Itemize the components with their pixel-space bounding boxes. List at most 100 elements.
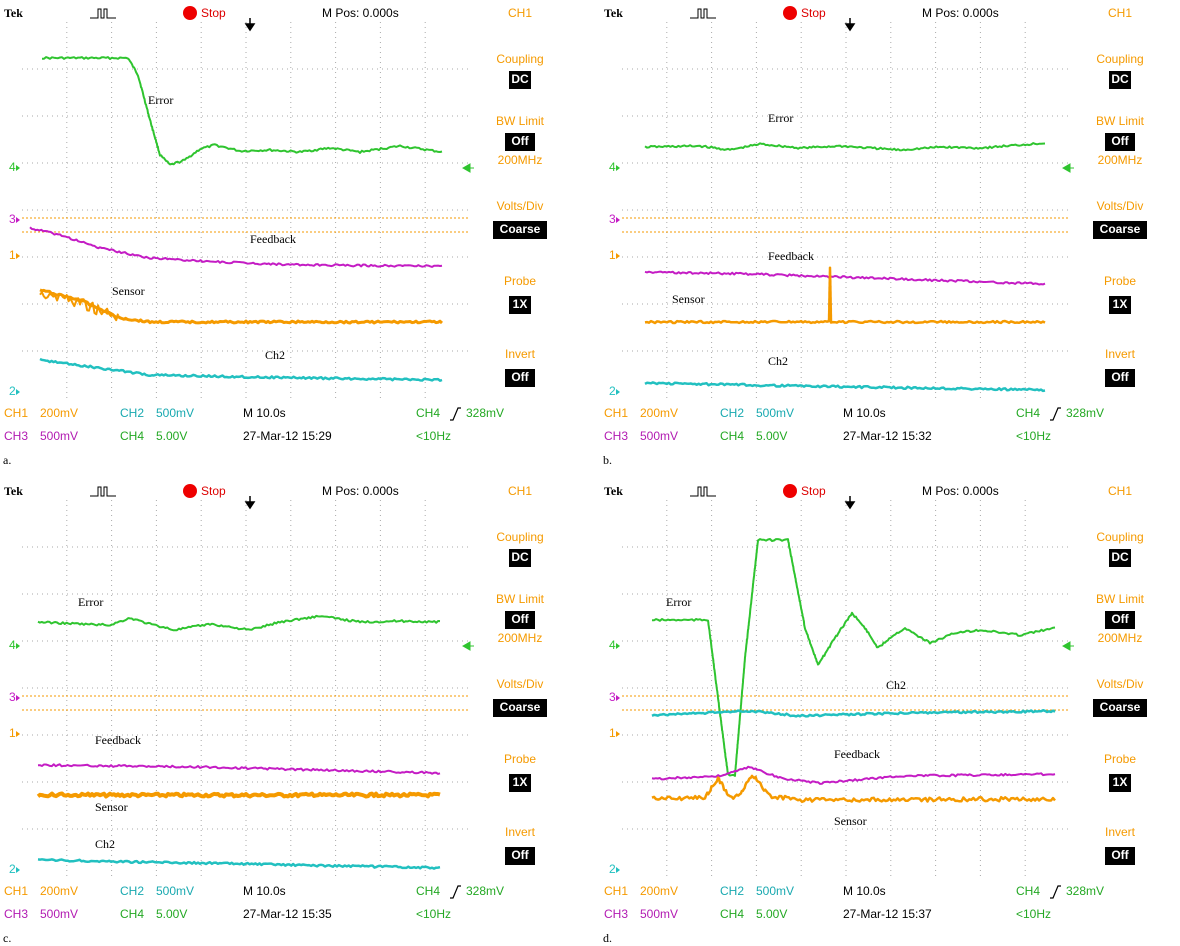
position: M Pos: 0.000s [322,6,399,20]
menu-label: Invert [1105,825,1136,839]
channel-marker: 4 [9,638,16,652]
menu-title: CH1 [1108,6,1132,20]
marker-arrow [16,389,20,395]
menu-value: 1X [513,775,528,789]
trace-label: Sensor [672,292,705,306]
run-state: Stop [801,6,826,20]
menu-value: Off [1111,848,1129,862]
trigger-channel: CH4 [416,884,440,898]
marker-arrow [16,695,20,701]
status-channel: CH1 [4,884,28,898]
status-channel: CH3 [4,907,28,921]
status-setting: 500mV [640,907,678,921]
channel-marker: 4 [609,638,616,652]
menu-title: CH1 [1108,484,1132,498]
timebase: M 10.0s [243,884,286,898]
status-channel: CH1 [4,406,28,420]
marker-arrow [16,731,20,737]
trace-label: Ch2 [886,678,906,692]
timebase: M 10.0s [843,406,886,420]
timestamp: 27-Mar-12 15:32 [843,429,932,443]
slope-icon [450,886,461,898]
trace-label: Ch2 [95,837,115,851]
menu-value: 1X [1113,775,1128,789]
timebase: M 10.0s [843,884,886,898]
menu-value: Off [1111,612,1129,626]
status-setting: 5.00V [756,907,787,921]
timestamp: 27-Mar-12 15:29 [243,429,332,443]
marker-arrow [616,731,620,737]
brand: Tek [604,6,623,20]
trace-label: Ch2 [768,354,788,368]
pulse-icon [690,9,716,18]
status-channel: CH4 [120,429,144,443]
status-setting: 5.00V [156,907,187,921]
marker-arrow [16,217,20,223]
trace-label: Feedback [834,747,880,761]
status-channel: CH2 [720,406,744,420]
menu-value: Off [511,370,529,384]
status-setting: 500mV [40,907,78,921]
menu-label: Coupling [1096,530,1143,544]
channel-marker: 4 [9,160,16,174]
position: M Pos: 0.000s [922,6,999,20]
stop-indicator [783,6,797,20]
menu-label: Probe [504,752,536,766]
trigger-channel: CH4 [416,406,440,420]
status-setting: 500mV [756,884,794,898]
status-channel: CH4 [120,907,144,921]
trace-label: Feedback [250,232,296,246]
trigger-level: 328mV [1066,884,1104,898]
marker-arrow [616,643,620,649]
status-setting: 5.00V [756,429,787,443]
pulse-icon [690,487,716,496]
run-state: Stop [201,6,226,20]
trace-label: Ch2 [265,348,285,362]
pulse-icon [90,487,116,496]
marker-arrow [16,165,20,171]
menu-label: Invert [505,347,536,361]
menu-value: Coarse [500,700,541,714]
status-channel: CH2 [120,884,144,898]
status-channel: CH3 [604,907,628,921]
menu-label: Probe [504,274,536,288]
timestamp: 27-Mar-12 15:37 [843,907,932,921]
trace-label: Feedback [768,249,814,263]
marker-arrow [616,253,620,259]
status-channel: CH3 [4,429,28,443]
menu-label: Volts/Div [497,677,544,691]
channel-marker: 3 [9,212,16,226]
run-state: Stop [801,484,826,498]
channel-marker: 1 [609,248,616,262]
trace-label: Feedback [95,733,141,747]
status-setting: 500mV [756,406,794,420]
status-setting: 500mV [156,884,194,898]
caption: a. [3,453,11,467]
caption: d. [603,931,612,945]
frequency: <10Hz [1016,907,1051,921]
menu-label: Probe [1104,752,1136,766]
menu-value: 1X [1113,297,1128,311]
trace-label: Error [666,595,691,609]
channel-marker: 3 [609,212,616,226]
channel-marker: 1 [609,726,616,740]
menu-note: 200MHz [498,631,543,645]
channel-marker: 2 [609,384,616,398]
trace-label: Sensor [834,814,867,828]
figure: Tek Stop M Pos: 0.000s 4 3 1 2 Error Feedback Sen… [0,0,1180,946]
status-setting: 500mV [156,406,194,420]
scope-panel: TekStopM Pos: 0.000s4312ErrorCh2Feedback… [603,484,1147,945]
slope-icon [450,408,461,420]
trigger-channel: CH4 [1016,884,1040,898]
status-setting: 500mV [640,429,678,443]
status-channel: CH1 [604,406,628,420]
stop-indicator [183,484,197,498]
timestamp: 27-Mar-12 15:35 [243,907,332,921]
menu-note: 200MHz [1098,153,1143,167]
status-channel: CH4 [720,429,744,443]
channel-marker: 1 [9,726,16,740]
menu-label: Invert [505,825,536,839]
status-channel: CH4 [720,907,744,921]
